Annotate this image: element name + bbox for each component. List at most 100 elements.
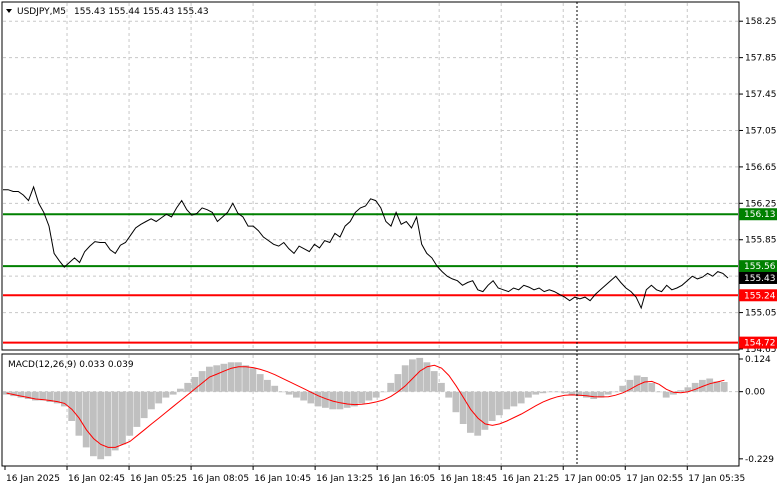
x-tick-label: 16 Jan 2025 bbox=[6, 474, 60, 484]
macd-bar bbox=[90, 391, 97, 457]
macd-bar bbox=[590, 391, 598, 399]
macd-bar bbox=[242, 365, 250, 392]
macd-bar bbox=[53, 391, 61, 404]
macd-bar bbox=[264, 379, 271, 392]
macd-bar bbox=[604, 391, 612, 395]
y-tick-label: 158.25 bbox=[745, 17, 777, 27]
x-tick-label: 17 Jan 02:55 bbox=[626, 474, 683, 484]
macd-bar bbox=[17, 391, 25, 398]
y-tick-label: 157.45 bbox=[745, 90, 777, 100]
macd-label: MACD(12,26,9) 0.033 0.039 bbox=[8, 360, 134, 370]
macd-bar bbox=[554, 391, 561, 393]
macd-bar bbox=[177, 388, 184, 392]
macd-bar bbox=[140, 391, 148, 419]
macd-bar bbox=[720, 382, 728, 392]
macd-bar bbox=[213, 365, 221, 392]
macd-bar bbox=[126, 391, 134, 436]
macd-bar bbox=[677, 390, 685, 392]
macd-bar bbox=[46, 391, 54, 402]
macd-bar bbox=[539, 391, 547, 394]
macd-bar bbox=[82, 391, 90, 448]
macd-bar bbox=[256, 374, 264, 392]
y-tick-label: 155.85 bbox=[745, 236, 777, 246]
macd-bar bbox=[300, 391, 308, 401]
macd-bar bbox=[235, 362, 242, 392]
macd-bar bbox=[626, 379, 634, 392]
macd-bar bbox=[293, 391, 300, 398]
price-grid bbox=[3, 3, 738, 349]
macd-bar bbox=[699, 379, 706, 392]
macd-bar bbox=[648, 382, 656, 392]
macd-bar bbox=[510, 391, 518, 407]
macd-bar bbox=[206, 366, 213, 392]
price-tags: 156.13 155.56 155.24 154.72 155.43 bbox=[739, 208, 777, 349]
price-layer bbox=[3, 185, 729, 310]
x-tick-label: 16 Jan 02:45 bbox=[68, 474, 125, 484]
y-tick-label: 156.25 bbox=[745, 199, 777, 209]
macd-bar bbox=[532, 391, 540, 395]
macd-bar bbox=[423, 362, 431, 392]
y-tick-label: 156.65 bbox=[745, 163, 777, 173]
macd-bar bbox=[32, 391, 39, 401]
macd-bar bbox=[641, 377, 648, 392]
macd-bar bbox=[285, 391, 293, 395]
macd-signal-line bbox=[6, 364, 725, 448]
macd-bar bbox=[503, 391, 511, 410]
macd-histogram bbox=[3, 357, 728, 460]
level-price-tag-label: 156.13 bbox=[744, 210, 776, 220]
current-price-tag-label: 155.43 bbox=[744, 274, 776, 284]
level-price-tag bbox=[739, 336, 777, 349]
macd-bar bbox=[706, 378, 714, 392]
y-tick-label: 155.05 bbox=[745, 309, 777, 319]
macd-bar bbox=[691, 382, 699, 392]
level-price-tag bbox=[739, 208, 777, 221]
macd-bar bbox=[568, 391, 576, 395]
macd-bar bbox=[104, 391, 112, 457]
y-tick-label: 154.65 bbox=[745, 345, 777, 355]
macd-bar bbox=[307, 391, 315, 404]
current-price-tag bbox=[739, 271, 777, 284]
macd-bar bbox=[220, 363, 228, 392]
x-tick-label: 17 Jan 05:35 bbox=[688, 474, 745, 484]
macd-bar bbox=[380, 391, 387, 393]
macd-bar bbox=[481, 391, 489, 430]
dropdown-triangle-icon[interactable] bbox=[6, 9, 12, 13]
x-tick-label: 16 Jan 08:05 bbox=[192, 474, 249, 484]
macd-bar bbox=[198, 371, 206, 392]
macd-bar bbox=[68, 391, 76, 421]
macd-bar bbox=[655, 391, 663, 393]
level-price-tag-label: 154.72 bbox=[744, 339, 776, 349]
macd-bar bbox=[227, 362, 235, 392]
macd-bar bbox=[452, 391, 460, 413]
macd-bar bbox=[75, 391, 83, 436]
macd-bar bbox=[3, 391, 10, 395]
macd-bar bbox=[619, 385, 627, 392]
macd-grid bbox=[3, 355, 738, 465]
macd-bar bbox=[488, 391, 496, 421]
macd-bar bbox=[148, 391, 155, 410]
macd-bar bbox=[467, 391, 474, 433]
macd-bar bbox=[409, 359, 416, 392]
macd-bar bbox=[343, 391, 351, 408]
macd-tick-label: -0.229 bbox=[745, 455, 774, 465]
x-tick-label: 16 Jan 05:25 bbox=[130, 474, 187, 484]
macd-bar bbox=[387, 382, 395, 392]
macd-bar bbox=[169, 391, 177, 395]
macd-bar bbox=[713, 381, 721, 392]
macd-bar bbox=[358, 391, 366, 404]
macd-bar bbox=[583, 391, 590, 398]
x-tick-label: 16 Jan 16:05 bbox=[378, 474, 435, 484]
macd-bar bbox=[278, 391, 286, 393]
macd-bar bbox=[633, 375, 641, 392]
level-price-tag bbox=[739, 289, 777, 302]
macd-bar bbox=[329, 391, 337, 410]
macd-bar bbox=[561, 391, 569, 394]
macd-bar bbox=[39, 391, 47, 401]
macd-bar bbox=[119, 391, 126, 445]
macd-bar bbox=[184, 382, 192, 392]
time-axis: 16 Jan 2025 16 Jan 02:45 16 Jan 05:25 16 Ja… bbox=[4, 466, 745, 484]
macd-panel-frame bbox=[1, 353, 740, 467]
macd-bar bbox=[111, 391, 119, 451]
macd-bar bbox=[97, 391, 105, 460]
